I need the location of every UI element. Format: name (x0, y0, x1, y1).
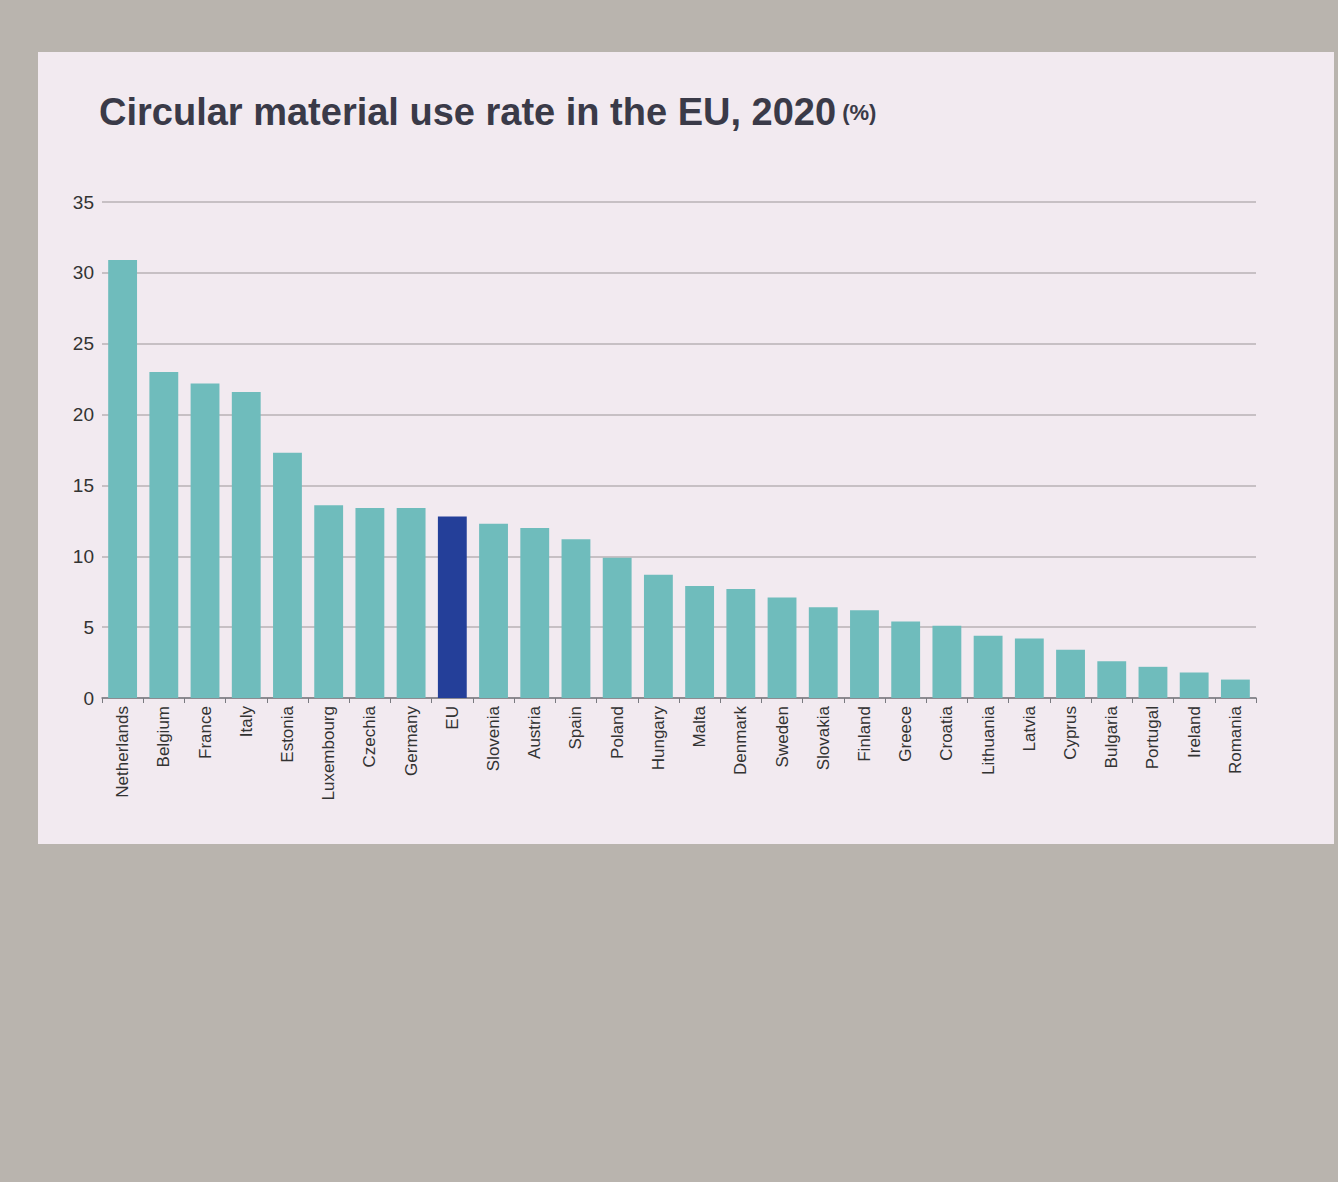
svg-text:0: 0 (83, 688, 94, 709)
svg-text:France: France (196, 706, 215, 759)
svg-text:Sweden: Sweden (773, 706, 792, 767)
svg-text:Malta: Malta (690, 705, 709, 747)
svg-text:30: 30 (73, 262, 94, 283)
svg-text:Netherlands: Netherlands (113, 706, 132, 798)
svg-text:5: 5 (83, 617, 94, 638)
svg-text:Slovakia: Slovakia (814, 705, 833, 770)
svg-text:Slovenia: Slovenia (484, 705, 503, 771)
svg-text:Latvia: Latvia (1020, 705, 1039, 751)
svg-text:Lithuania: Lithuania (979, 705, 998, 775)
svg-text:Germany: Germany (402, 706, 421, 776)
svg-text:20: 20 (73, 404, 94, 425)
svg-text:Croatia: Croatia (937, 705, 956, 760)
svg-text:10: 10 (73, 546, 94, 567)
svg-text:Czechia: Czechia (360, 705, 379, 767)
svg-text:Estonia: Estonia (278, 705, 297, 762)
svg-text:Finland: Finland (855, 706, 874, 762)
svg-text:25: 25 (73, 333, 94, 354)
svg-text:Greece: Greece (896, 706, 915, 762)
svg-text:Poland: Poland (608, 706, 627, 759)
svg-text:Romania: Romania (1226, 705, 1245, 774)
svg-text:Denmark: Denmark (731, 706, 750, 775)
svg-text:35: 35 (73, 192, 94, 213)
svg-text:Belgium: Belgium (154, 706, 173, 767)
svg-text:Spain: Spain (566, 706, 585, 749)
svg-text:Circular material use rate in: Circular material use rate in the EU, 20… (99, 91, 836, 133)
svg-text:Portugal: Portugal (1143, 706, 1162, 769)
svg-text:EU: EU (443, 706, 462, 730)
svg-text:15: 15 (73, 475, 94, 496)
svg-text:Hungary: Hungary (649, 706, 668, 771)
svg-text:Ireland: Ireland (1185, 706, 1204, 758)
svg-text:Bulgaria: Bulgaria (1102, 705, 1121, 768)
svg-text:Austria: Austria (525, 705, 544, 758)
svg-text:Luxembourg: Luxembourg (319, 706, 338, 801)
svg-text:Italy: Italy (237, 706, 256, 738)
svg-text:(%): (%) (836, 100, 876, 125)
svg-text:Cyprus: Cyprus (1061, 706, 1080, 760)
